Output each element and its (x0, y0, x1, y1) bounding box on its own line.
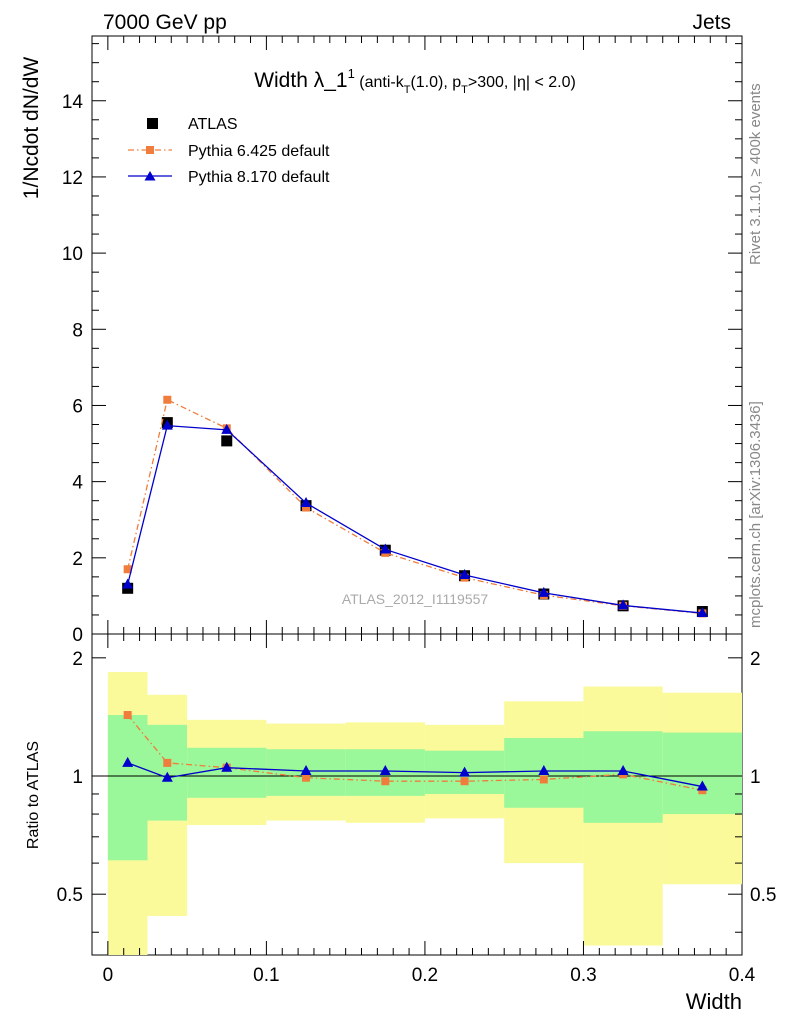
main-point-1-1 (163, 395, 172, 404)
y-tick-label: 4 (72, 473, 83, 494)
header-energy: 7000 GeV pp (103, 11, 227, 34)
y-axis-title: 1/Ncdot dN/dW (20, 57, 43, 200)
y-tick-label: 6 (72, 396, 83, 417)
x-axis-title: Width (686, 989, 742, 1014)
ratio-y-ticks: 0.5 0.5 1 1 2 2 (57, 649, 776, 933)
x-tick-label: 0.1 (253, 965, 279, 986)
x-ticks: 0 0.1 0.2 0.3 0.4 (91, 36, 756, 986)
ratio-point-0-6 (539, 775, 548, 784)
plot-title-p3: >300, |η| < 2.0) (468, 74, 576, 91)
rivet-label: Rivet 3.1.10, ≥ 400k events (747, 83, 764, 265)
ratio-y-tick-label-left: 0.5 (57, 885, 83, 906)
mcplots-label: mcplots.cern.ch [arXiv:1306.3436] (747, 401, 764, 628)
ratio-y-tick-label-right: 1 (750, 767, 761, 788)
x-tick-label: 0.4 (729, 965, 756, 986)
ratio-series (122, 711, 708, 795)
ratio-point-1-0 (122, 756, 134, 767)
plot-title-p1: (anti-k (355, 74, 405, 91)
main-point-2-4 (379, 543, 391, 554)
ratio-point-1-4 (379, 764, 391, 775)
ratio-y-tick-label-right: 2 (750, 649, 761, 670)
main-point-1-3 (302, 503, 311, 512)
ratio-point-1-6 (538, 764, 550, 775)
plot-title: Width λ_11 (anti-kT(1.0), pT>300, |η| < … (254, 66, 576, 96)
plot-title-sub2: T (461, 84, 468, 96)
legend-label-pythia8: Pythia 8.170 default (188, 169, 330, 186)
plot-title-sub1: T (404, 84, 411, 96)
header-process: Jets (692, 11, 731, 34)
legend-marker-pythia8 (144, 171, 156, 181)
plot-title-main: Width λ_1 (254, 69, 347, 92)
y-tick-label: 0 (72, 625, 83, 646)
main-point-1-0 (123, 565, 132, 574)
y-tick-label: 14 (62, 92, 84, 113)
main-point-2-1 (161, 419, 173, 430)
x-tick-label: 0 (103, 965, 114, 986)
legend-marker-atlas (147, 118, 158, 129)
main-point-2-2 (221, 423, 233, 434)
main-line-2 (127, 424, 703, 614)
y-tick-label: 10 (62, 244, 83, 265)
ratio-point-1-1 (161, 771, 173, 782)
ratio-y-axis-title: Ratio to ATLAS (25, 741, 42, 849)
ratio-y-tick-label-left: 1 (72, 767, 83, 788)
ratio-y-tick-label-right: 0.5 (750, 885, 776, 906)
plot-title-p2: (1.0), p (410, 74, 461, 91)
main-point-2-3 (300, 496, 312, 507)
ratio-point-1-8 (696, 780, 708, 791)
ratio-point-1-7 (617, 764, 629, 775)
x-tick-label: 0.3 (570, 965, 596, 986)
main-point-2-0 (122, 578, 134, 589)
main-point-2-8 (696, 607, 708, 618)
ratio-point-0-0 (123, 711, 132, 720)
legend-label-pythia6: Pythia 6.425 default (188, 143, 330, 160)
ratio-point-1-5 (459, 766, 471, 777)
ratio-point-0-3 (302, 773, 311, 782)
ratio-y-tick-label-left: 2 (72, 649, 83, 670)
main-y-ticks: 0 2 4 6 8 10 12 14 (62, 43, 742, 646)
y-tick-label: 12 (62, 168, 83, 189)
plot-title-sup: 1 (348, 66, 355, 81)
ratio-point-1-3 (300, 764, 312, 775)
ratio-point-0-5 (460, 777, 469, 786)
ratio-point-0-1 (163, 758, 172, 767)
legend: ATLAS Pythia 6.425 default Pythia 8.170 … (128, 116, 330, 186)
main-point-0-2 (221, 435, 233, 447)
ratio-point-0-4 (381, 777, 390, 786)
legend-label-atlas: ATLAS (188, 116, 238, 133)
main-point-2-5 (459, 568, 471, 579)
stat-band-bin-8 (662, 732, 742, 815)
main-series (122, 395, 708, 618)
ratio-point-1-2 (221, 761, 233, 772)
y-tick-label: 2 (72, 549, 83, 570)
uncertainty-bands (92, 672, 742, 955)
main-line-1 (127, 398, 703, 615)
main-point-2-7 (617, 599, 629, 610)
analysis-watermark: ATLAS_2012_I1119557 (342, 591, 489, 607)
x-tick-label: 0.2 (412, 965, 438, 986)
main-point-2-6 (538, 586, 550, 597)
ratio-line-0 (127, 714, 703, 791)
stat-band-bin-0 (107, 715, 148, 861)
legend-marker-pythia6 (146, 146, 154, 154)
y-tick-label: 8 (72, 320, 83, 341)
